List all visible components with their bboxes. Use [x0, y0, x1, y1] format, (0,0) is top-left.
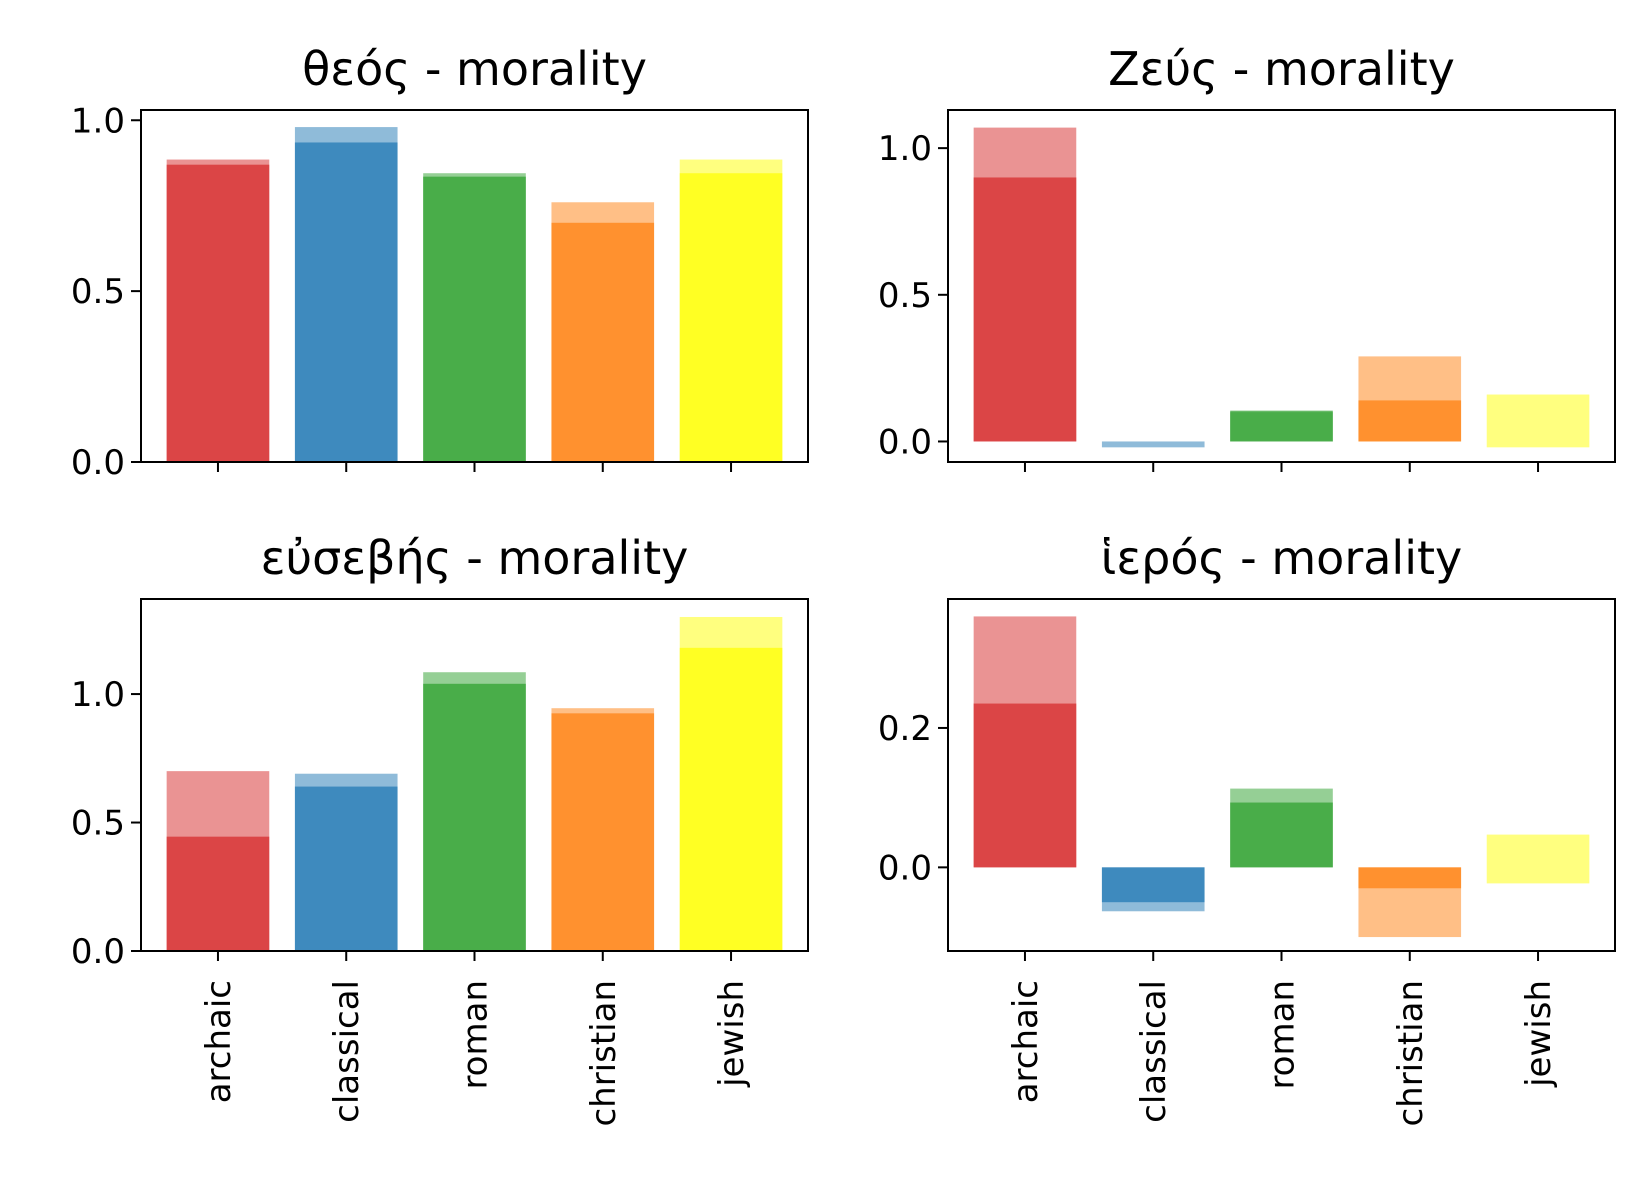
- x-tick-label-roman: roman: [456, 980, 496, 1090]
- bar-roman-series-2: [1230, 412, 1333, 442]
- x-tick-label-roman: roman: [1263, 980, 1303, 1090]
- x-tick-label-archaic: archaic: [1006, 980, 1046, 1103]
- chart-title: εὐσεβής - morality: [261, 531, 689, 585]
- bar-roman-series-2: [423, 173, 526, 462]
- bar-christian-series-2: [551, 202, 655, 462]
- bar-classical-series-2: [1101, 867, 1205, 912]
- y-tick-label: 0.0: [878, 422, 932, 462]
- y-tick-label: 0.5: [71, 804, 125, 844]
- chart-panel-2: Ζεύς - morality 0.0 0.5 1.0: [878, 42, 1616, 472]
- y-tick-label: 0.5: [71, 272, 125, 312]
- chart-panel-3: εὐσεβής - morality 0.0 0.5 1.0 archaic classi…: [71, 531, 809, 1127]
- y-tick-label: 0.0: [878, 848, 932, 888]
- x-tick-label-christian: christian: [584, 980, 624, 1127]
- x-tick-label-jewish: jewish: [1519, 980, 1559, 1088]
- x-tick-label-archaic: archaic: [199, 980, 239, 1103]
- x-tick-label-classical: classical: [327, 980, 367, 1123]
- bar-classical-series-2: [294, 773, 398, 951]
- bar-archaic-series-2: [166, 159, 270, 462]
- bar-christian-series-2: [551, 708, 655, 951]
- x-tick-label-christian: christian: [1391, 980, 1431, 1127]
- x-tick-label-classical: classical: [1134, 980, 1174, 1123]
- chart-title: ἱερός - morality: [1101, 531, 1463, 585]
- y-tick-label: 1.0: [71, 675, 125, 715]
- x-tick-label-jewish: jewish: [712, 980, 752, 1088]
- y-tick-label: 0.2: [878, 709, 932, 749]
- bar-jewish-series-2: [1486, 394, 1590, 448]
- y-tick-label: 1.0: [71, 101, 125, 141]
- chart-title: θεός - morality: [302, 42, 647, 96]
- bar-jewish-series-2: [679, 616, 783, 951]
- bar-jewish-series-2: [679, 159, 783, 462]
- bar-christian-series-2: [1358, 867, 1462, 938]
- chart-panel-4: ἱερός - morality 0.0 0.2 archaic classical ro…: [878, 531, 1616, 1127]
- bar-archaic-series-2: [973, 127, 1077, 442]
- y-tick-label: 1.0: [878, 129, 932, 169]
- y-tick-label: 0.5: [878, 276, 932, 316]
- bar-archaic-series-2: [973, 616, 1077, 868]
- y-tick-label: 0.0: [71, 443, 125, 483]
- bar-christian-series-2: [1358, 356, 1462, 442]
- bar-roman-series-2: [1230, 788, 1333, 868]
- y-tick-label: 0.0: [71, 932, 125, 972]
- bar-archaic-series-2: [166, 771, 270, 951]
- bar-classical-series-2: [1101, 441, 1205, 448]
- bar-jewish-series-2: [1486, 834, 1590, 884]
- chart-panel-1: θεός - morality 0.0 0.5 1.0: [71, 42, 809, 483]
- bar-roman-series-2: [423, 672, 526, 951]
- chart-title: Ζεύς - morality: [1108, 42, 1455, 96]
- bar-classical-series-2: [294, 127, 398, 463]
